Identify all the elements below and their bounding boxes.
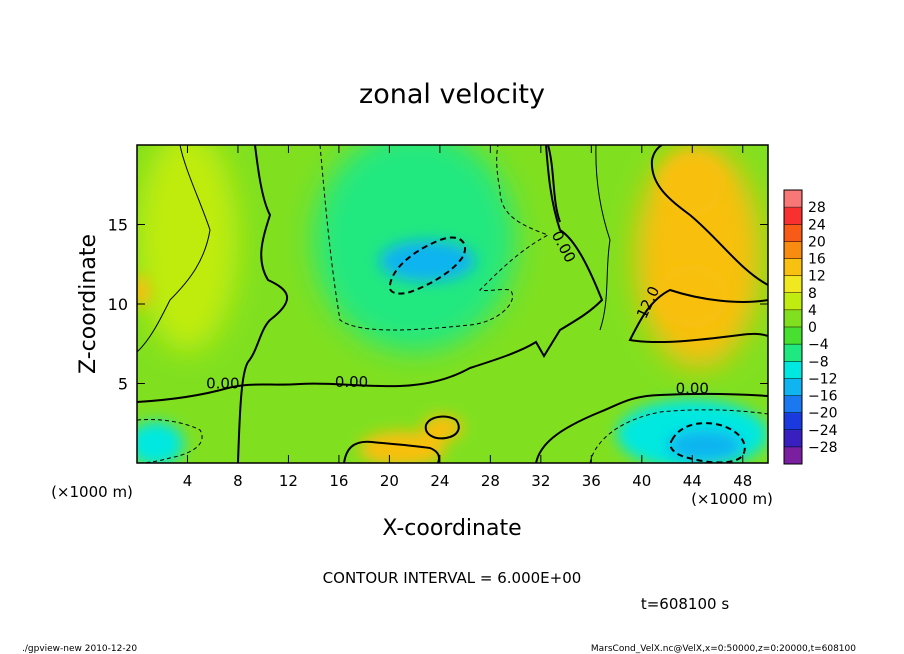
colorbar-swatch [784, 275, 802, 294]
x-unit-left: (×1000 m) [51, 483, 133, 501]
field-region [137, 275, 151, 308]
contour-label: 0.00 [206, 375, 239, 393]
x-tick-label: 32 [531, 472, 550, 490]
contour-zero-left [137, 145, 604, 403]
x-axis-label: X-coordinate [382, 516, 521, 541]
colorbar-label: −16 [808, 389, 838, 405]
time-text: t=608100 s [641, 595, 729, 613]
contour-layer [137, 145, 768, 463]
contour-negative-central [319, 145, 550, 331]
colorbar-swatch [784, 224, 802, 242]
colorbar-swatch [784, 309, 802, 328]
colorbar-label: −20 [808, 406, 838, 422]
field-region [422, 415, 463, 441]
chart-title: zonal velocity [359, 79, 545, 110]
y-axis: 5 10 15 [108, 216, 768, 394]
colorbar-label: −8 [808, 354, 829, 370]
contour-twelve-lower-center [343, 440, 440, 463]
colorbar-label: −28 [808, 440, 838, 456]
footer-right-text: MarsCond_VelX.nc@VelX,x=0:50000,z=0:2000… [591, 644, 856, 654]
field-cores [137, 152, 768, 463]
x-tick-label: 8 [233, 472, 243, 490]
y-tick-label: 10 [108, 295, 128, 314]
x-tick-label: 36 [582, 472, 601, 490]
colorbar-swatch [784, 429, 802, 448]
x-tick-label: 24 [430, 472, 449, 490]
field-region [359, 431, 445, 463]
colorbar-label: 16 [808, 252, 826, 268]
colorbar-swatch [784, 344, 802, 362]
x-tick-label: 44 [683, 472, 702, 490]
x-tick-label: 28 [481, 472, 500, 490]
x-tick-label: 16 [329, 472, 348, 490]
colorbar-swatch [784, 327, 802, 345]
contour-six-thin-left [137, 145, 211, 353]
contour-negative-lower-right [669, 422, 746, 463]
x-unit-right: (×1000 m) [691, 490, 773, 508]
colorbar-swatch [784, 190, 802, 208]
contour-label: 0.00 [335, 373, 368, 391]
field-region [659, 152, 726, 217]
x-tick-label: 20 [380, 472, 399, 490]
colorbar-swatch [784, 258, 802, 277]
colorbar-swatch [784, 361, 802, 379]
contour-negative-lower-left [137, 419, 203, 463]
colorbar-swatch [784, 241, 802, 259]
colorbar-swatch [784, 412, 802, 431]
contour-zero-top-right [547, 145, 561, 223]
contour-six-thin-right [595, 145, 611, 331]
contour-zero-vertical [237, 145, 289, 463]
x-tick-label: 40 [632, 472, 651, 490]
colorbar-label: 12 [808, 269, 826, 285]
colorbar-swatch [784, 378, 802, 396]
field-layer [137, 145, 768, 463]
field-region [313, 145, 516, 352]
colorbar-label: 8 [808, 286, 817, 302]
footer-left-text: ./gpview-new 2010-12-20 [22, 644, 137, 654]
y-tick-label: 15 [108, 216, 128, 235]
colorbar-label: 24 [808, 217, 826, 233]
contour-negative-core [388, 236, 467, 295]
contour-interval-text: CONTOUR INTERVAL = 6.000E+00 [323, 569, 582, 587]
colorbar-swatch [784, 207, 802, 225]
x-tick-label: 12 [279, 472, 298, 490]
colorbar-swatch [784, 446, 802, 465]
colorbar-label: 4 [808, 303, 817, 319]
x-axis: 4 8 12 16 20 24 28 32 36 40 44 48 [183, 145, 752, 490]
y-tick-label: 5 [118, 375, 128, 394]
colorbar-swatch [784, 395, 802, 414]
field-region [379, 240, 476, 282]
contour-zero-right [535, 392, 768, 463]
colorbar-label: −24 [808, 423, 838, 439]
field-region [137, 145, 238, 352]
colorbar-swatch [784, 292, 802, 311]
y-axis-label: Z-coordinate [76, 234, 101, 374]
colorbar-label: 28 [808, 200, 826, 216]
contour-label: 0.00 [676, 379, 709, 397]
colorbar-label: 20 [808, 234, 826, 250]
x-tick-label: 4 [183, 472, 193, 490]
contour-twelve-right [628, 145, 768, 344]
contour-twelve-lower-small [424, 415, 460, 440]
x-tick-label: 48 [733, 472, 752, 490]
colorbar-label: 0 [808, 320, 817, 336]
field-region [137, 421, 184, 463]
contour-negative-lower-right-outer [589, 409, 768, 463]
field-region [667, 429, 743, 462]
colorbar-label: −12 [808, 371, 838, 387]
colorbar-label: −4 [808, 337, 829, 353]
